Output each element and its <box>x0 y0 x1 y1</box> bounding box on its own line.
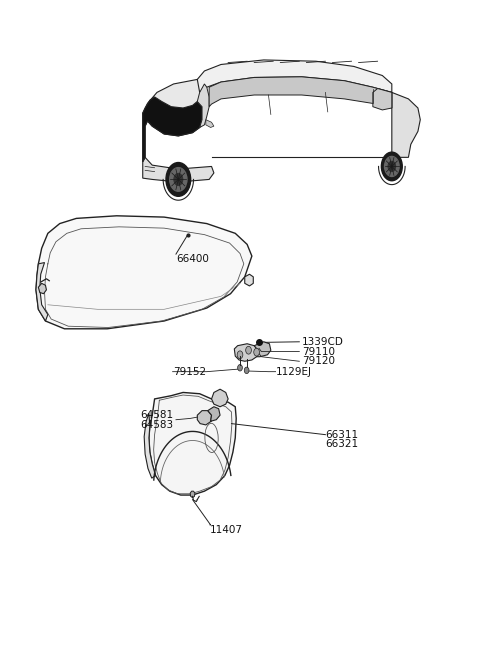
Text: 79110: 79110 <box>301 346 335 356</box>
Polygon shape <box>209 77 392 108</box>
Polygon shape <box>254 342 271 357</box>
Text: 1339CD: 1339CD <box>301 337 344 346</box>
Polygon shape <box>197 60 392 92</box>
Circle shape <box>254 348 260 356</box>
Circle shape <box>244 367 249 373</box>
Polygon shape <box>143 97 202 162</box>
Text: 66311: 66311 <box>325 430 359 440</box>
Polygon shape <box>36 215 252 329</box>
Polygon shape <box>206 120 214 128</box>
Polygon shape <box>143 157 214 182</box>
Polygon shape <box>143 79 202 162</box>
Text: 64581: 64581 <box>140 410 173 420</box>
Polygon shape <box>245 274 253 286</box>
Text: 1129EJ: 1129EJ <box>276 367 312 377</box>
Polygon shape <box>234 344 258 362</box>
Polygon shape <box>190 491 195 498</box>
Circle shape <box>166 162 191 196</box>
Polygon shape <box>392 92 420 157</box>
Text: 66321: 66321 <box>325 440 359 449</box>
Circle shape <box>384 157 399 176</box>
Circle shape <box>382 152 402 181</box>
Circle shape <box>170 168 187 191</box>
Polygon shape <box>38 284 47 293</box>
Polygon shape <box>36 263 48 321</box>
Polygon shape <box>212 389 228 407</box>
Circle shape <box>237 351 243 359</box>
Circle shape <box>246 346 252 354</box>
Polygon shape <box>149 392 236 495</box>
Polygon shape <box>373 88 392 110</box>
Polygon shape <box>197 84 209 128</box>
Text: 79152: 79152 <box>173 367 206 377</box>
Text: 64583: 64583 <box>140 420 173 430</box>
Circle shape <box>388 161 396 172</box>
Text: 11407: 11407 <box>210 525 243 535</box>
Text: 79120: 79120 <box>301 356 335 366</box>
Text: 66400: 66400 <box>176 254 209 265</box>
Polygon shape <box>208 407 220 422</box>
Polygon shape <box>144 413 156 478</box>
Polygon shape <box>197 411 212 425</box>
Circle shape <box>174 174 182 185</box>
Circle shape <box>238 365 242 371</box>
